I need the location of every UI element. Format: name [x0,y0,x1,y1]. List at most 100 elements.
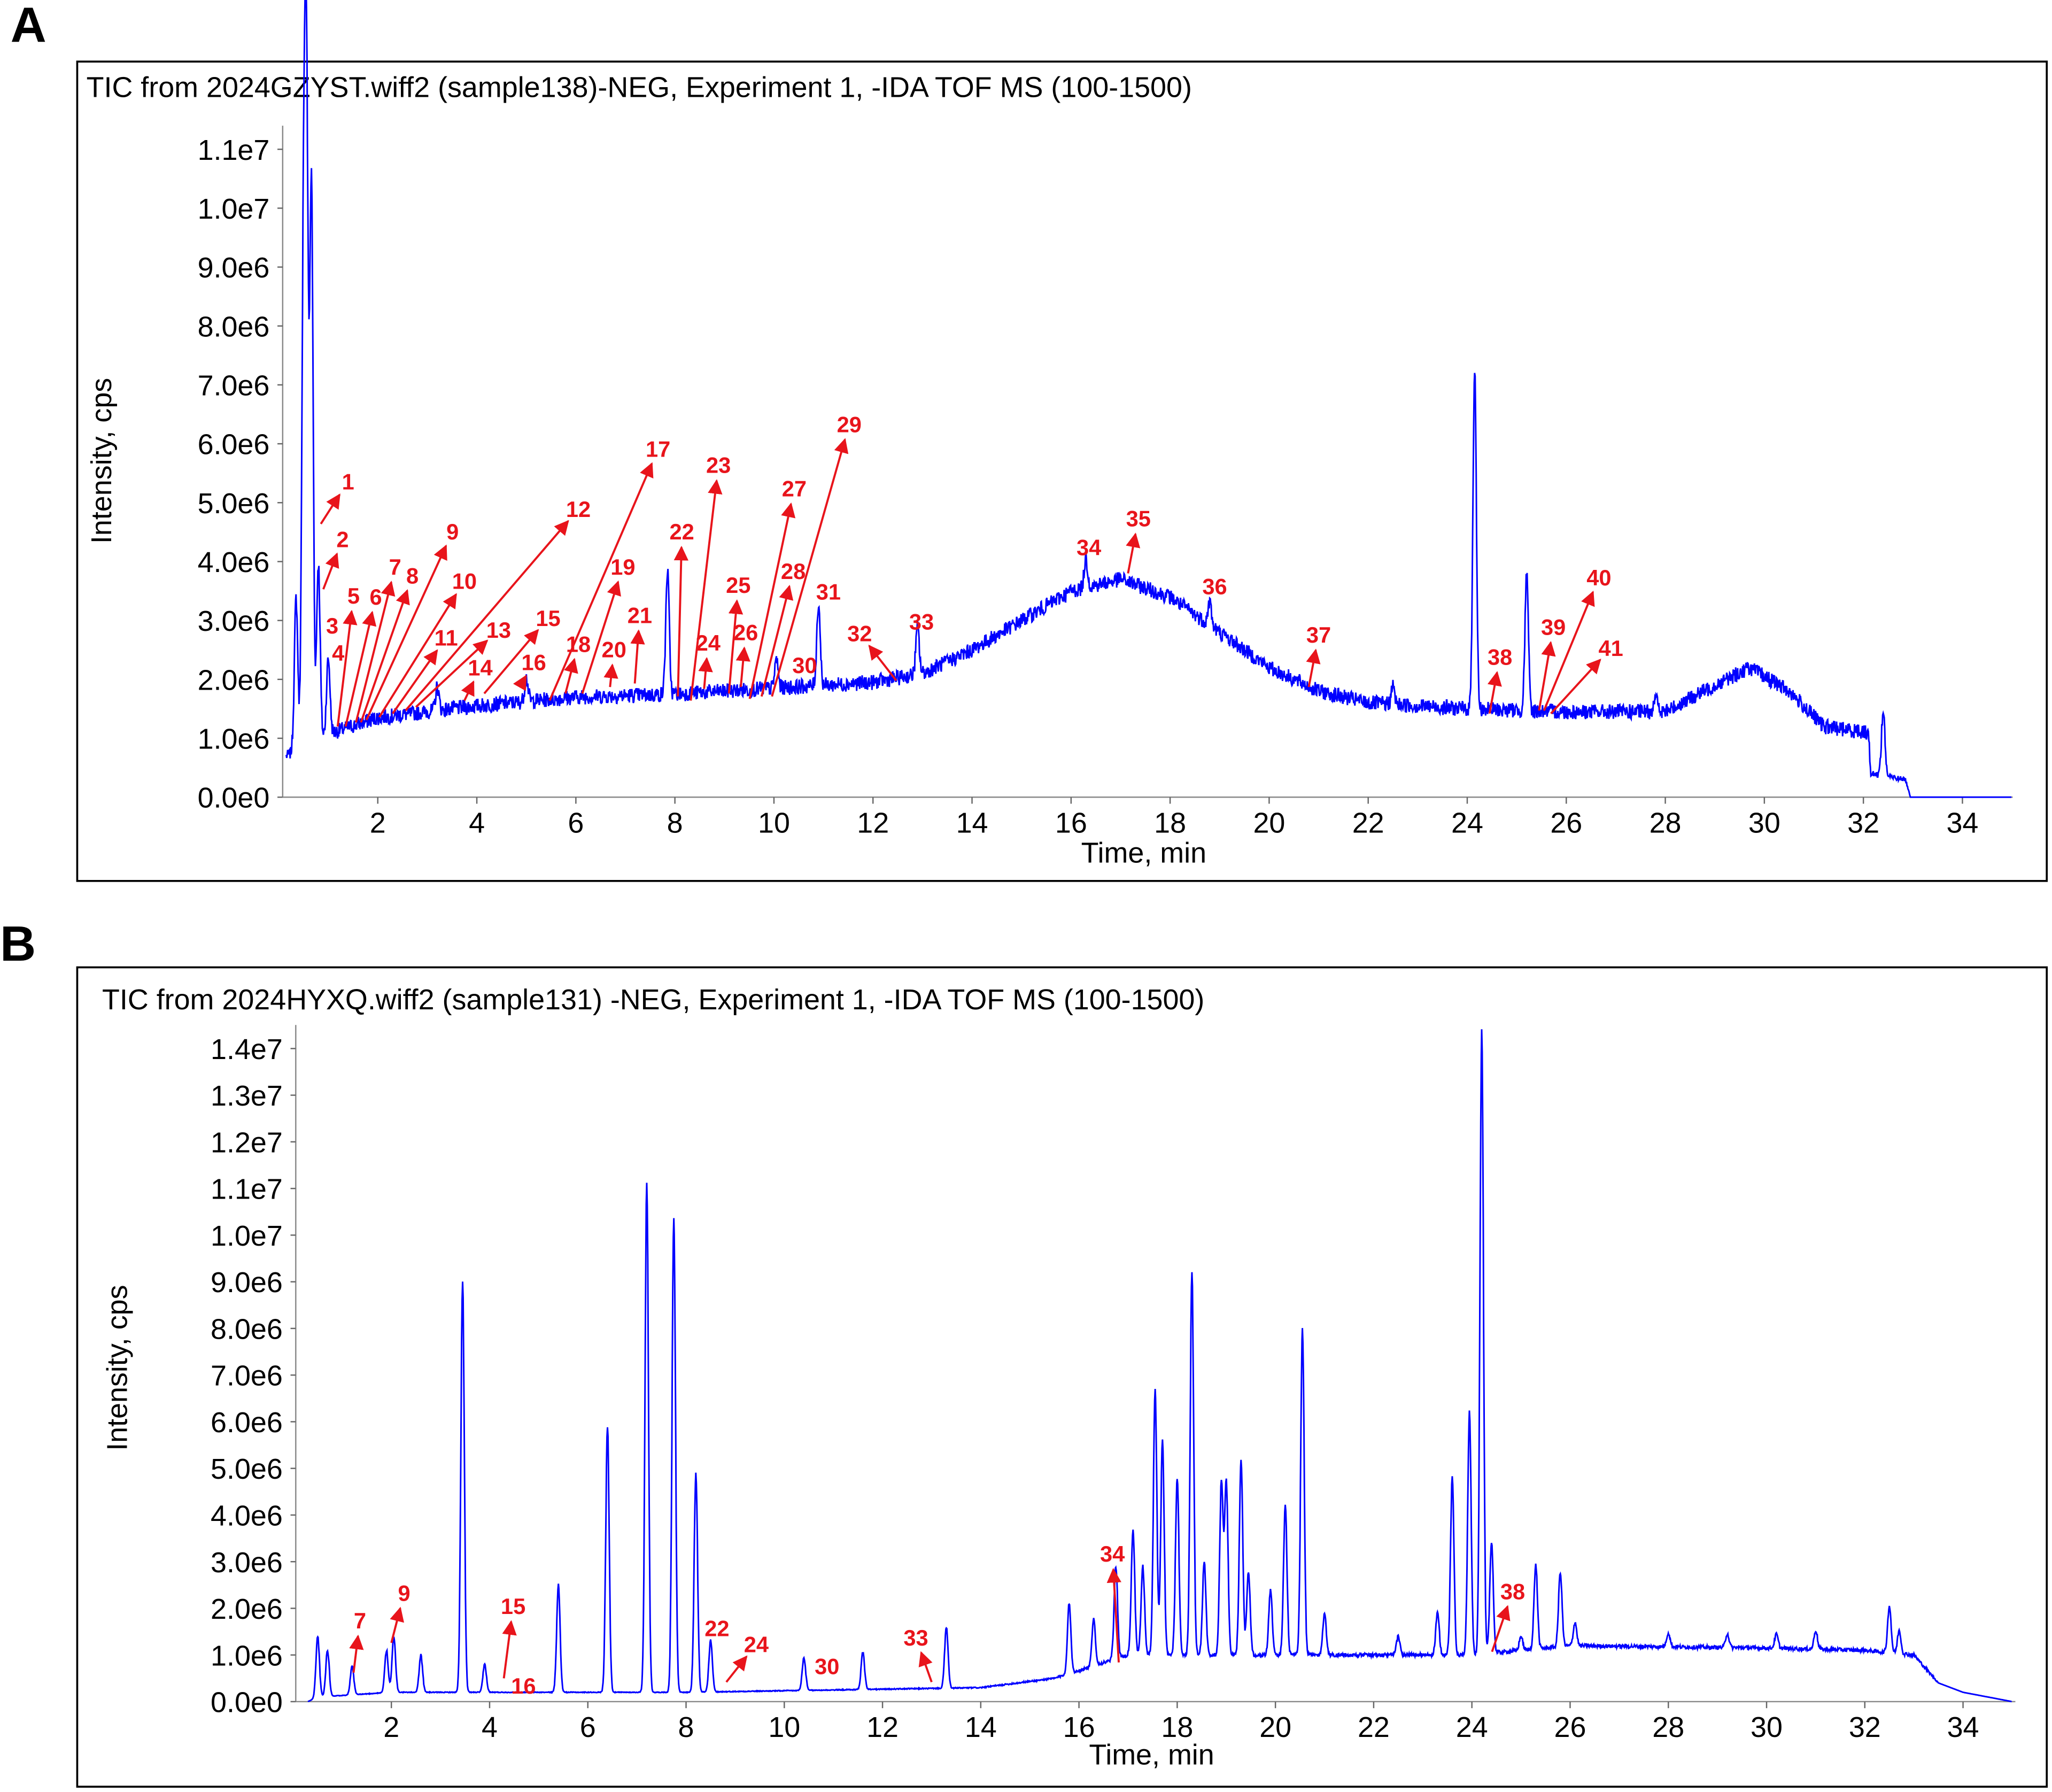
peak-label-9: 9 [398,1580,411,1605]
peak-label-10: 10 [452,568,477,593]
peak-label-19: 19 [610,554,635,580]
panel-frame [76,60,2048,882]
x-tick-label: 28 [1652,1711,1684,1743]
x-tick-label: 14 [956,807,988,839]
y-tick-label: 1.0e7 [211,1220,283,1252]
y-tick-label: 0.0e0 [211,1687,283,1719]
x-tick-label: 2 [370,807,386,839]
annotation-arrow [735,646,750,688]
y-tick-label: 7.0e6 [198,370,270,402]
tic-trace [285,0,2012,798]
peak-label-15: 15 [536,606,560,631]
panel-label: A [11,0,47,52]
peak-label-37: 37 [1306,622,1331,647]
peak-label-30: 30 [792,653,817,678]
annotation-arrow [513,674,527,691]
y-tick-label: 1.2e7 [211,1126,283,1158]
y-axis-label: Intensity, cps [86,378,118,544]
peak-label-39: 39 [1541,614,1566,639]
peak-label-7: 7 [354,1608,366,1633]
annotation-arrow [771,438,849,697]
peak-label-20: 20 [602,637,626,662]
annotation-arrow [1543,590,1595,711]
peak-label-18: 18 [566,631,591,656]
chart-title: TIC from 2024GZYST.wiff2 (sample138)-NEG… [87,71,1192,103]
peak-label-13: 13 [486,617,511,643]
annotation-arrow [698,657,713,689]
peak-label-34: 34 [1100,1541,1125,1566]
peak-label-34: 34 [1077,535,1101,560]
tic-trace [307,1029,2012,1703]
annotation-arrow [344,611,377,727]
panel-label: B [0,916,36,971]
y-tick-label: 4.0e6 [211,1500,283,1532]
panel-b: B TIC from 2024HYXQ.wiff2 (sample131) -N… [0,916,2048,1788]
x-tick-label: 6 [568,807,584,839]
x-tick-label: 24 [1456,1711,1488,1743]
annotation-arrow [502,1620,517,1679]
annotation-arrow [918,1651,933,1682]
annotation-arrow [336,609,358,727]
x-tick-label: 24 [1451,807,1483,839]
y-tick-label: 1.4e7 [211,1033,283,1065]
peak-label-16: 16 [521,650,546,675]
x-tick-label: 26 [1554,1711,1586,1743]
x-tick-label: 18 [1154,807,1186,839]
x-tick-label: 4 [469,807,485,839]
y-tick-label: 2.0e6 [211,1593,283,1625]
y-tick-label: 3.0e6 [198,605,270,637]
annotation-arrow [355,581,396,723]
x-tick-label: 6 [580,1711,596,1743]
chart-title: TIC from 2024HYXQ.wiff2 (sample131) -NEG… [102,984,1204,1016]
peak-label-31: 31 [816,579,841,604]
annotation-arrow [415,639,489,708]
peak-label-8: 8 [406,563,419,589]
peak-label-6: 6 [370,584,382,609]
y-tick-label: 8.0e6 [211,1313,283,1345]
y-tick-label: 4.0e6 [198,546,270,578]
peak-label-24: 24 [744,1632,769,1657]
annotation-arrow [360,589,410,723]
y-tick-label: 1.1e7 [211,1173,283,1206]
peak-label-17: 17 [646,437,670,462]
peak-label-4: 4 [332,640,344,666]
peak-label-29: 29 [837,412,862,437]
annotation-arrow [690,479,723,701]
peak-label-38: 38 [1500,1579,1525,1604]
y-tick-label: 9.0e6 [211,1266,283,1299]
peak-label-25: 25 [726,573,750,598]
x-axis-label: Time, min [1081,837,1206,869]
annotation-arrow [483,629,539,694]
y-tick-label: 2.0e6 [198,664,270,696]
y-tick-label: 5.0e6 [198,488,270,520]
peak-label-33: 33 [909,609,934,635]
annotation-arrow [630,629,645,684]
peak-label-22: 22 [669,519,694,544]
annotation-arrow [405,520,569,712]
annotation-arrow [322,552,339,590]
x-tick-label: 30 [1751,1711,1783,1743]
y-tick-label: 1.0e6 [211,1640,283,1672]
annotation-arrow [727,599,744,694]
y-tick-label: 1.1e7 [198,134,270,166]
peak-label-1: 1 [342,469,354,494]
annotation-arrow [390,1606,404,1643]
annotation-arrow [1538,640,1556,711]
x-tick-label: 14 [965,1711,997,1743]
x-tick-label: 16 [1063,1711,1095,1743]
peak-label-9: 9 [446,519,459,544]
x-tick-label: 28 [1650,807,1682,839]
peak-label-21: 21 [628,603,652,628]
peak-label-33: 33 [903,1625,928,1650]
x-tick-label: 20 [1253,807,1285,839]
peak-label-2: 2 [336,527,349,552]
peak-label-14: 14 [468,655,492,680]
peak-label-26: 26 [733,620,758,645]
peak-label-15: 15 [501,1594,525,1619]
x-tick-label: 18 [1161,1711,1193,1743]
annotation-arrow [1487,671,1502,714]
peak-label-38: 38 [1488,645,1512,670]
x-tick-label: 4 [482,1711,498,1743]
x-tick-label: 34 [1947,1711,1979,1743]
